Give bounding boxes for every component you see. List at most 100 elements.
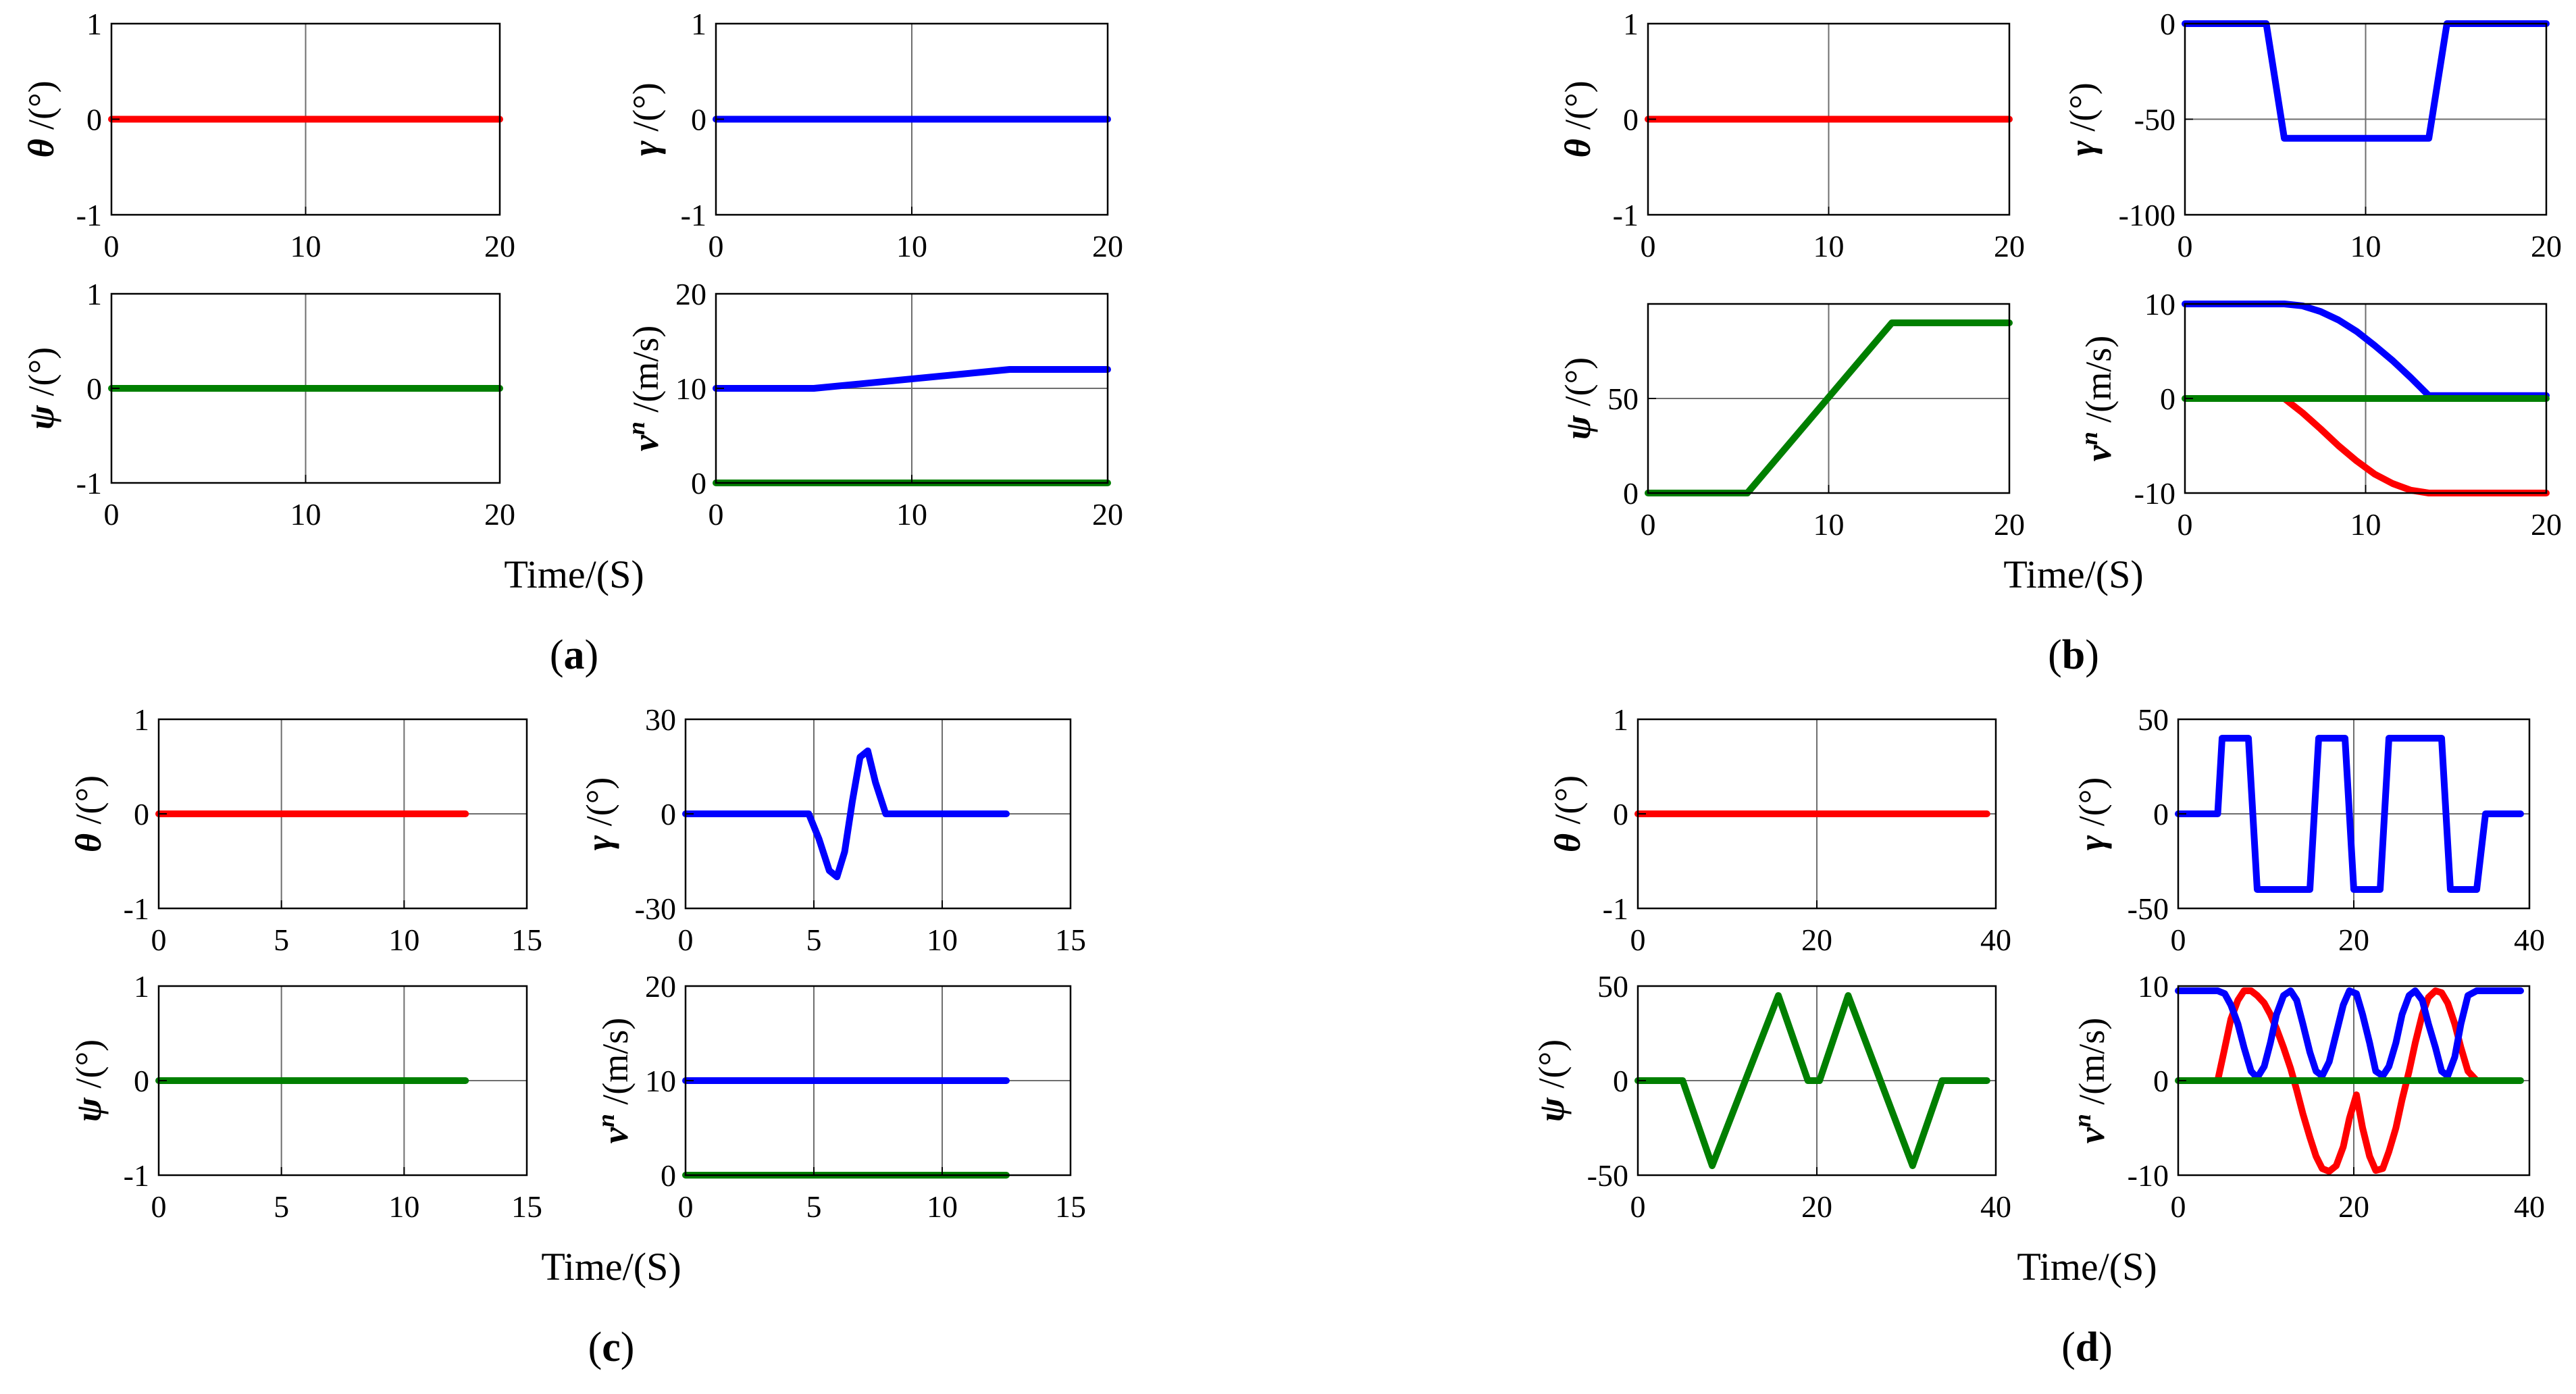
x-tick-label: 10 xyxy=(388,1189,419,1224)
y-axis-label: θ /(°) xyxy=(21,80,61,157)
x-tick-label: 20 xyxy=(1994,229,2025,263)
y-axis-label: vn /(m/s) xyxy=(623,326,666,452)
x-tick-label: 5 xyxy=(274,923,289,957)
panel-label-4: (d) xyxy=(2061,1324,2113,1370)
y-tick-label: 1 xyxy=(86,277,102,311)
y-tick-label: 0 xyxy=(86,103,102,137)
series-line-blue xyxy=(682,747,1010,881)
x-tick-label: 10 xyxy=(927,1189,958,1224)
x-tick-label: 20 xyxy=(2531,229,2562,263)
y-tick-label: 20 xyxy=(675,277,706,311)
x-tick-label: 10 xyxy=(2350,229,2381,263)
x-tick-label: 15 xyxy=(1055,923,1086,957)
x-tick-label: 10 xyxy=(290,497,321,532)
y-tick-label: -50 xyxy=(2128,892,2169,926)
x-tick-label: 10 xyxy=(1813,229,1845,263)
x-tick-label: 20 xyxy=(1801,1189,1832,1224)
x-tick-label: 15 xyxy=(511,923,542,957)
y-tick-label: 10 xyxy=(2138,969,2169,1004)
x-tick-label: 0 xyxy=(678,1189,694,1224)
x-tick-label: 0 xyxy=(1641,507,1656,542)
series-line-red xyxy=(2214,987,2480,1175)
y-tick-label: -1 xyxy=(76,466,102,500)
x-tick-label: 10 xyxy=(927,923,958,957)
y-tick-label: -30 xyxy=(635,892,676,926)
x-tick-label: 5 xyxy=(806,923,822,957)
x-tick-label: 10 xyxy=(388,923,419,957)
y-tick-label: 0 xyxy=(134,1064,149,1098)
y-tick-label: -1 xyxy=(124,892,149,926)
x-tick-label: 10 xyxy=(1813,507,1845,542)
x-tick-label: 0 xyxy=(678,923,694,957)
y-tick-label: 0 xyxy=(134,797,149,831)
x-tick-label: 15 xyxy=(511,1189,542,1224)
subplot-b-2: 0 10 20 -100 -50 0 γ /(°) xyxy=(2062,7,2562,263)
x-tick-label: 0 xyxy=(2178,229,2193,263)
y-axis-label: γ /(°) xyxy=(625,82,666,156)
y-tick-label: 1 xyxy=(1613,702,1628,737)
x-tick-label: 0 xyxy=(2178,507,2193,542)
y-axis-label: θ /(°) xyxy=(1557,80,1598,157)
y-tick-label: 0 xyxy=(1613,1064,1628,1098)
x-tick-label: 20 xyxy=(1994,507,2025,542)
y-tick-label: -1 xyxy=(76,198,102,232)
x-tick-label: 0 xyxy=(104,229,120,263)
y-axis-label: γ /(°) xyxy=(2062,82,2103,156)
y-tick-label: 0 xyxy=(2160,382,2175,416)
x-axis-label-2: Time/(S) xyxy=(2003,552,2143,596)
panel-label-1: (a) xyxy=(550,632,598,678)
y-tick-label: -10 xyxy=(2134,476,2175,511)
x-tick-label: 40 xyxy=(1980,1189,2011,1224)
series-line-blue xyxy=(2175,735,2524,893)
x-axis-label-1: Time/(S) xyxy=(504,552,644,596)
series-line-blue xyxy=(2175,987,2524,1081)
y-axis-label: ψ /(°) xyxy=(1557,357,1598,440)
x-tick-label: 0 xyxy=(1641,229,1656,263)
x-tick-label: 20 xyxy=(484,229,515,263)
y-axis-label: ψ /(°) xyxy=(68,1039,109,1122)
x-tick-label: 40 xyxy=(2514,923,2545,957)
y-tick-label: 0 xyxy=(2160,7,2175,41)
y-tick-label: -100 xyxy=(2119,198,2175,232)
y-tick-label: -50 xyxy=(1587,1158,1628,1193)
x-tick-label: 10 xyxy=(896,497,927,532)
x-tick-label: 10 xyxy=(2350,507,2381,542)
y-tick-label: 0 xyxy=(2153,797,2169,831)
x-tick-label: 10 xyxy=(896,229,927,263)
panel-label-3: (c) xyxy=(588,1324,635,1370)
x-tick-label: 0 xyxy=(709,497,724,532)
y-tick-label: 0 xyxy=(1613,797,1628,831)
y-tick-label: 1 xyxy=(86,7,102,41)
x-tick-label: 0 xyxy=(1630,923,1646,957)
y-tick-label: 0 xyxy=(86,371,102,406)
y-axis-label: γ /(°) xyxy=(2071,777,2112,851)
x-tick-label: 0 xyxy=(2171,923,2186,957)
series-line-green xyxy=(1634,992,1990,1169)
x-tick-label: 20 xyxy=(2338,923,2369,957)
x-tick-label: 20 xyxy=(1801,923,1832,957)
y-tick-label: 20 xyxy=(645,969,676,1004)
subplot-a-4: 0 10 20 0 10 20 vn /(m/s) xyxy=(623,277,1123,532)
x-tick-label: 0 xyxy=(2171,1189,2186,1224)
subplot-c-4: 0 5 10 15 0 10 20 vn /(m/s) xyxy=(592,969,1086,1224)
x-tick-label: 5 xyxy=(806,1189,822,1224)
y-tick-label: 0 xyxy=(661,1158,676,1193)
y-tick-label: 10 xyxy=(675,371,706,406)
y-axis-label: θ /(°) xyxy=(1547,775,1588,852)
x-tick-label: 5 xyxy=(274,1189,289,1224)
y-tick-label: 50 xyxy=(1597,969,1628,1004)
y-axis-label: vn /(m/s) xyxy=(2076,336,2119,462)
y-axis-label: ψ /(°) xyxy=(1531,1039,1572,1122)
y-tick-label: 1 xyxy=(134,702,149,737)
y-tick-label: 30 xyxy=(645,702,676,737)
